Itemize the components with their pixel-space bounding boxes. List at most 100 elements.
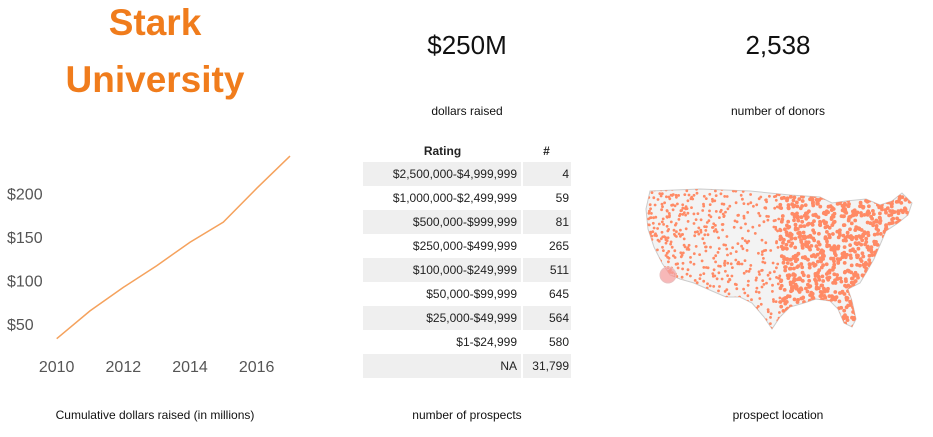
- prospect-dot: [665, 251, 669, 255]
- prospect-dot: [686, 298, 690, 302]
- prospect-dot: [884, 197, 889, 202]
- prospect-dot: [894, 324, 899, 329]
- prospect-dot: [700, 294, 703, 297]
- prospect-dot: [774, 227, 778, 231]
- prospect-dot: [772, 298, 775, 301]
- prospect-dot: [649, 254, 652, 257]
- prospect-dot: [726, 324, 730, 328]
- prospect-dot: [861, 205, 865, 210]
- prospect-dot: [810, 321, 815, 326]
- prospect-dot: [870, 189, 875, 190]
- prospect-dot: [818, 191, 823, 196]
- prospect-dot: [654, 280, 657, 284]
- prospect-dot: [793, 222, 798, 227]
- prospect-dot: [663, 312, 667, 315]
- prospect-dot: [730, 305, 733, 308]
- prospect-dot: [754, 290, 758, 294]
- prospect-dot: [667, 260, 670, 264]
- prospect-dot: [676, 293, 679, 297]
- prospect-dot: [652, 226, 656, 230]
- prospect-location-map: [645, 188, 913, 333]
- prospect-dot: [904, 189, 909, 193]
- prospect-dot: [786, 219, 791, 224]
- prospect-dot: [836, 235, 841, 240]
- rating-cell: $100,000-$249,999: [363, 258, 522, 282]
- prospect-dot: [794, 329, 798, 333]
- prospect-dot: [890, 274, 894, 278]
- prospect-dot: [671, 297, 675, 301]
- prospect-dot: [717, 289, 720, 293]
- prospect-dot: [877, 250, 882, 255]
- prospect-dot: [659, 194, 663, 198]
- prospect-dot: [795, 325, 800, 329]
- prospect-dot: [678, 281, 682, 285]
- prospect-dot: [859, 292, 863, 297]
- prospect-dot: [687, 243, 691, 247]
- prospect-dot: [688, 309, 692, 312]
- prospect-dot: [802, 224, 807, 228]
- prospect-dot: [658, 192, 662, 195]
- prospect-dot: [880, 318, 885, 323]
- prospect-dot: [684, 205, 688, 209]
- prospect-dot: [818, 223, 823, 228]
- prospect-dot: [786, 276, 791, 280]
- prospect-dot: [685, 272, 689, 276]
- prospect-dot: [709, 245, 712, 249]
- prospect-dot: [869, 286, 873, 291]
- prospect-dot: [761, 279, 765, 282]
- prospect-dot: [874, 273, 879, 278]
- prospect-dot: [827, 294, 832, 298]
- prospect-dot: [679, 251, 683, 255]
- prospect-dot: [838, 193, 843, 197]
- prospect-dot: [901, 189, 905, 190]
- prospect-dot: [664, 317, 668, 321]
- prospect-dot: [907, 219, 912, 224]
- prospect-dot: [893, 240, 897, 245]
- prospect-dot: [700, 310, 704, 314]
- prospect-dot: [890, 217, 894, 222]
- prospect-dot: [895, 256, 900, 261]
- prospect-dot: [873, 316, 877, 320]
- prospect-dot: [888, 317, 893, 322]
- prospect-dot: [881, 297, 886, 302]
- prospect-dot: [812, 219, 816, 223]
- prospect-dot: [736, 214, 740, 217]
- prospect-dot: [871, 212, 876, 216]
- prospect-dot: [778, 228, 783, 233]
- prospect-dot: [734, 250, 738, 253]
- prospect-dot: [827, 225, 832, 230]
- prospect-dot: [877, 215, 882, 220]
- prospect-dot: [675, 297, 679, 300]
- prospect-dot: [827, 317, 831, 321]
- prospect-dot: [701, 308, 705, 311]
- prospect-dot: [717, 247, 721, 250]
- prospect-dot: [855, 287, 859, 292]
- prospect-dot: [878, 293, 883, 298]
- prospect-dot: [683, 282, 687, 285]
- prospect-dot: [882, 197, 887, 202]
- prospect-dot: [785, 233, 789, 237]
- prospect-dot: [821, 189, 826, 190]
- prospect-dot: [720, 202, 724, 206]
- line-chart-caption: Cumulative dollars raised (in millions): [55, 408, 255, 422]
- prospect-dot: [647, 211, 651, 215]
- prospect-dot: [876, 314, 881, 319]
- prospect-dot: [740, 244, 743, 248]
- prospect-dot: [812, 189, 817, 192]
- prospect-dot: [699, 307, 703, 311]
- prospect-dot: [818, 290, 823, 294]
- prospect-dot: [657, 297, 661, 301]
- prospect-dot: [746, 320, 750, 324]
- prospect-dot: [777, 193, 781, 197]
- prospect-dot: [891, 220, 895, 225]
- prospect-dot: [903, 318, 908, 323]
- prospect-dot: [863, 320, 868, 324]
- prospect-dot: [817, 242, 822, 247]
- prospect-dot: [906, 301, 911, 306]
- prospect-dot: [713, 199, 717, 203]
- prospect-dot: [702, 204, 706, 208]
- prospect-dot: [656, 198, 660, 201]
- prospect-dot: [696, 230, 699, 234]
- prospect-dot: [890, 323, 895, 327]
- prospect-dot: [650, 212, 653, 215]
